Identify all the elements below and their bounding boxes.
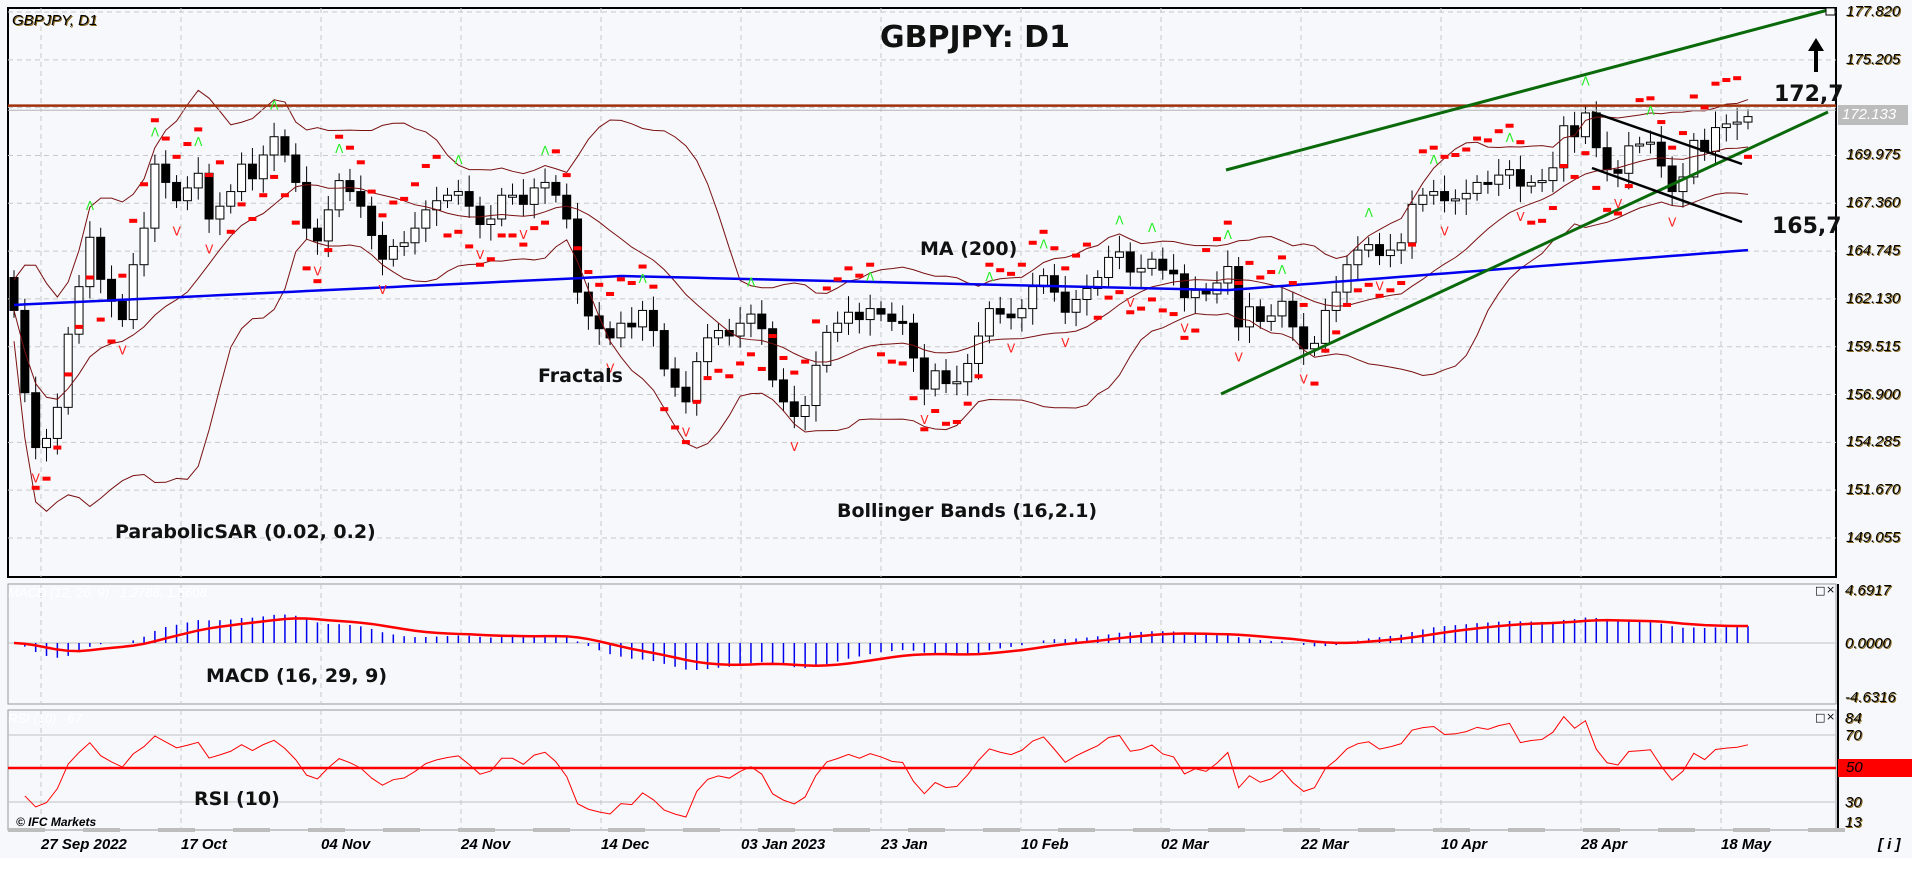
rsi-label: RSI (10) [194, 788, 280, 810]
svg-text:Ʌ: Ʌ [1040, 237, 1049, 251]
svg-text:Ʌ: Ʌ [151, 126, 160, 140]
price-tick: 169.975 [1846, 146, 1901, 164]
svg-text:V: V [1235, 351, 1244, 365]
copyright-text: © IFC Markets [16, 815, 97, 829]
svg-text:Ʌ: Ʌ [985, 270, 994, 284]
svg-text:Ʌ: Ʌ [1646, 104, 1655, 118]
price-tick: 156.900 [1846, 385, 1901, 403]
price-tick: 159.515 [1846, 337, 1901, 355]
svg-text:Ʌ: Ʌ [454, 153, 463, 167]
date-tick: 03 Jan 2023 [741, 836, 826, 853]
rsi-header: RSI (10) : 67 [8, 711, 82, 726]
price-tick: 164.745 [1846, 242, 1901, 260]
chart-canvas[interactable]: V Ʌ V Ʌ V Ʌ V Ʌ V Ʌ V Ʌ V V Ʌ V Ʌ V Ʌ V Ʌ V Ʌ V Ʌ V Ʌ V Ʌ V Ʌ V Ʌ V Ʌ V Ʌ V Ʌ V… [0, 0, 1912, 858]
macd-axis-zero: 0.0000 [1845, 635, 1891, 652]
symbol-label: GBPJPY, D1 [12, 12, 98, 29]
svg-text:V: V [1007, 341, 1016, 355]
date-tick: 02 Mar [1161, 836, 1209, 853]
resistance-level-label: 172,7 [1774, 82, 1844, 107]
date-tick: 10 Apr [1441, 836, 1488, 853]
price-tick: 177.820 [1846, 3, 1901, 20]
svg-text:Ʌ: Ʌ [86, 199, 95, 213]
macd-axis-min: -4.6316 [1845, 689, 1896, 706]
svg-text:V: V [118, 343, 127, 357]
date-tick: 24 Nov [461, 836, 511, 853]
svg-text:V: V [32, 471, 41, 485]
svg-text:V: V [1376, 279, 1385, 293]
date-tick: 10 Feb [1021, 836, 1069, 853]
svg-text:V: V [790, 440, 799, 454]
rsi-close-button[interactable]: × [1826, 710, 1836, 723]
price-tick: 167.360 [1846, 194, 1901, 212]
svg-text:V: V [1126, 296, 1135, 310]
macd-label: MACD (16, 29, 9) [206, 665, 388, 687]
date-tick: 14 Dec [601, 836, 650, 853]
svg-text:Ʌ: Ʌ [639, 272, 648, 286]
macd-header: MACD (12, 26, 9) : 1.2788, 1.5608 [8, 585, 207, 600]
svg-text:V: V [205, 243, 214, 257]
svg-text:Ʌ: Ʌ [1506, 131, 1515, 145]
price-tick: 175.205 [1846, 50, 1901, 68]
svg-text:Ʌ: Ʌ [335, 142, 344, 156]
svg-text:Ʌ: Ʌ [1430, 153, 1439, 167]
svg-text:Ʌ: Ʌ [1278, 263, 1287, 277]
svg-text:V: V [1441, 224, 1450, 238]
price-tick: 162.130 [1846, 289, 1901, 307]
chart-title: GBPJPY: D1 [880, 20, 1070, 55]
rsi-axis-30: 30 [1845, 794, 1862, 811]
price-tick: 154.285 [1846, 433, 1901, 451]
macd-axis-max: 4.6917 [1845, 582, 1891, 599]
macd-maximize-button[interactable]: □ [1815, 584, 1826, 597]
svg-text:V: V [519, 228, 528, 242]
date-tick: 17 Oct [181, 836, 227, 853]
svg-text:Ʌ: Ʌ [270, 98, 279, 112]
date-tick: 04 Nov [321, 836, 371, 853]
svg-text:Ʌ: Ʌ [866, 270, 875, 284]
svg-text:Ʌ: Ʌ [1148, 221, 1157, 235]
svg-text:Ʌ: Ʌ [1365, 206, 1374, 220]
bollinger-label: Bollinger Bands (16,2.1) [837, 500, 1098, 522]
svg-text:V: V [378, 283, 387, 297]
rsi-axis-84: 84 [1845, 710, 1862, 727]
date-tick: 23 Jan [881, 836, 928, 853]
svg-text:Ʌ: Ʌ [1115, 213, 1124, 227]
current-price-tag: 172.133 [1838, 105, 1908, 125]
svg-text:Ʌ: Ʌ [1581, 75, 1590, 89]
svg-text:Ʌ: Ʌ [1224, 228, 1233, 242]
ma-label: MA (200) [920, 238, 1018, 260]
price-tick: 151.670 [1846, 481, 1901, 499]
svg-text:V: V [606, 362, 615, 376]
info-button[interactable]: [ i ] [1878, 836, 1901, 853]
svg-text:V: V [1061, 336, 1070, 350]
chart-window: V Ʌ V Ʌ V Ʌ V Ʌ V Ʌ V Ʌ V V Ʌ V Ʌ V Ʌ V Ʌ V Ʌ V Ʌ V Ʌ V Ʌ V Ʌ V Ʌ V Ʌ V Ʌ V Ʌ V… [0, 0, 1912, 858]
svg-text:Ʌ: Ʌ [747, 276, 756, 290]
date-tick: 27 Sep 2022 [41, 836, 127, 853]
rsi-maximize-button[interactable]: □ [1815, 711, 1826, 724]
rsi-axis-70: 70 [1845, 727, 1862, 744]
svg-text:V: V [1668, 215, 1677, 229]
svg-text:V: V [476, 248, 485, 262]
rsi-axis-13: 13 [1845, 814, 1862, 831]
date-tick: 28 Apr [1581, 836, 1628, 853]
svg-text:V: V [1180, 321, 1189, 335]
rsi-axis-50: 50 [1838, 759, 1912, 777]
svg-text:V: V [173, 224, 182, 238]
arrow-up-icon [1808, 38, 1824, 72]
psar-label: ParabolicSAR (0.02, 0.2) [115, 521, 376, 543]
svg-text:V: V [682, 426, 691, 440]
date-tick: 18 May [1721, 836, 1772, 853]
svg-text:V: V [1614, 197, 1623, 211]
macd-close-button[interactable]: × [1826, 583, 1836, 596]
svg-text:V: V [1516, 210, 1525, 224]
fractals-label: Fractals [538, 365, 623, 387]
svg-text:V: V [1300, 373, 1309, 387]
svg-text:Ʌ: Ʌ [194, 135, 203, 149]
svg-text:V: V [313, 265, 322, 279]
svg-text:Ʌ: Ʌ [541, 144, 550, 158]
date-tick: 22 Mar [1301, 836, 1349, 853]
svg-text:V: V [920, 413, 929, 427]
support-level-label: 165,7 [1772, 214, 1842, 239]
price-tick: 149.055 [1846, 529, 1901, 546]
